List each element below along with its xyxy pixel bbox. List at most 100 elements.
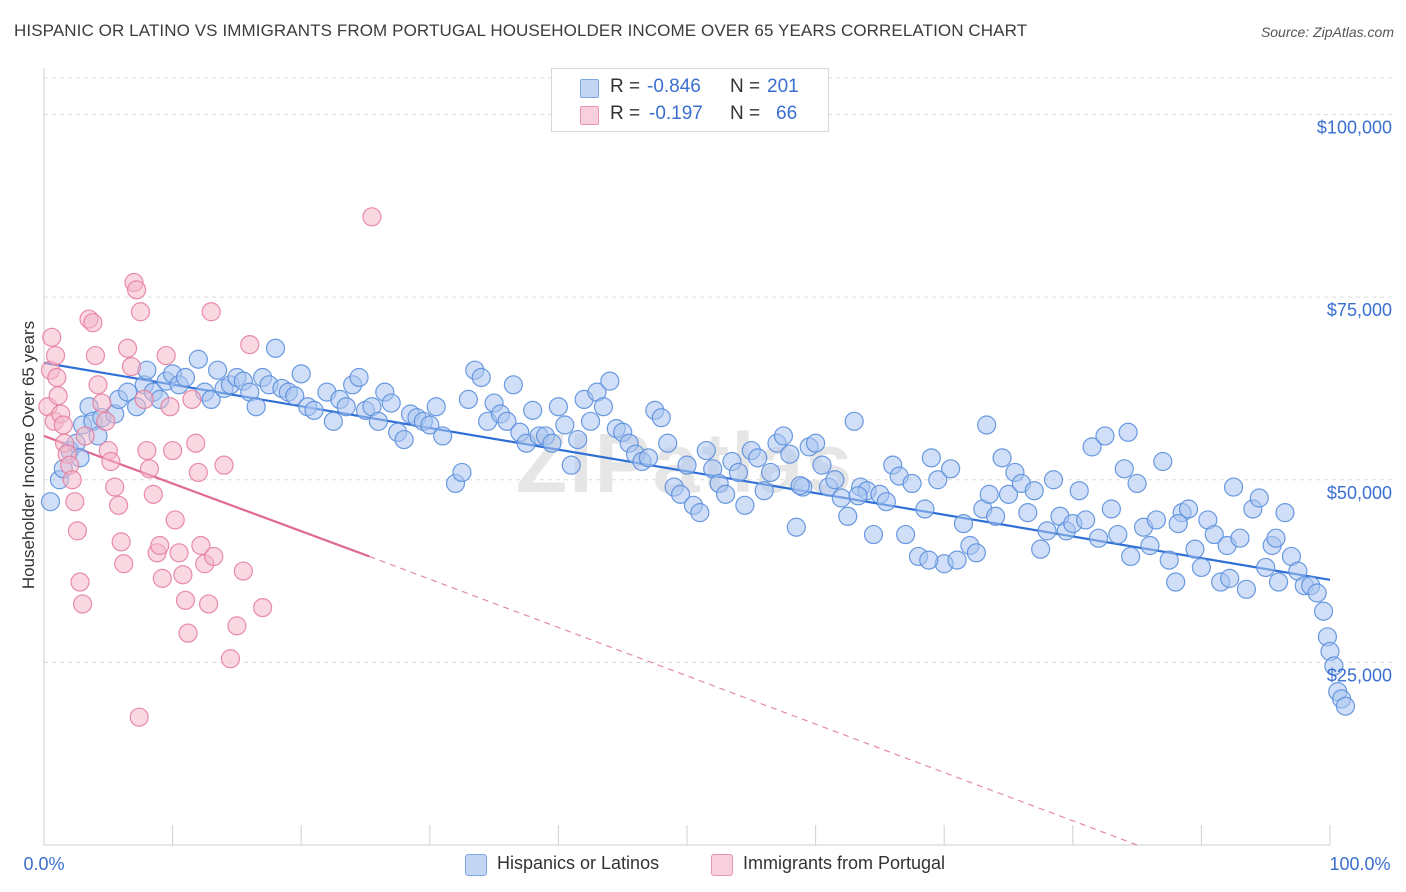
point-portugal <box>175 590 196 610</box>
point-portugal <box>150 535 170 556</box>
point-hispanic <box>1037 521 1057 541</box>
point-hispanic <box>593 397 614 417</box>
point-hispanic <box>561 455 581 475</box>
point-portugal <box>62 470 82 490</box>
n-value: 66 <box>776 103 798 124</box>
point-hispanic <box>1024 481 1044 501</box>
point-hispanic <box>838 506 858 526</box>
point-hispanic <box>658 433 678 453</box>
point-hispanic <box>896 524 916 545</box>
point-hispanic <box>1204 524 1224 545</box>
point-portugal <box>160 397 180 417</box>
trend-line-portugal-extension <box>369 555 1138 846</box>
legend-swatch-hispanic <box>465 854 487 876</box>
point-hispanic <box>433 426 453 446</box>
point-hispanic <box>452 462 472 483</box>
point-hispanic <box>568 429 588 450</box>
point-hispanic <box>780 444 800 464</box>
point-portugal <box>204 546 224 567</box>
stat-row-hispanic: R = -0.846 N = 201 <box>552 73 828 103</box>
source-credit: Source: ZipAtlas.com <box>1260 24 1394 40</box>
point-hispanic <box>1159 550 1179 570</box>
point-hispanic <box>381 393 401 413</box>
point-hispanic <box>670 484 691 504</box>
point-hispanic <box>208 360 228 380</box>
point-hispanic <box>812 455 832 475</box>
tick-labels: $25,000 $50,000 $75,000 $100,000 0.0% 100.0% <box>23 118 1392 874</box>
point-hispanic <box>188 349 208 369</box>
point-hispanic <box>735 495 755 515</box>
point-portugal <box>96 411 116 431</box>
point-portugal <box>85 345 106 366</box>
point-portugal <box>214 455 234 475</box>
r-label: R = <box>610 76 641 97</box>
point-portugal <box>67 521 88 541</box>
point-portugal <box>191 535 211 556</box>
point-hispanic <box>1236 579 1257 599</box>
point-hispanic <box>1178 499 1199 519</box>
point-portugal <box>92 393 112 413</box>
y-tick-label: $25,000 <box>1327 665 1392 685</box>
point-hispanic <box>979 484 999 504</box>
point-hispanic <box>1166 572 1186 592</box>
point-portugal <box>137 440 157 461</box>
point-hispanic <box>638 448 659 468</box>
r-value: -0.197 <box>649 103 703 124</box>
point-portugal <box>105 477 125 497</box>
point-hispanic <box>966 543 986 563</box>
x-tick-label-start: 0.0% <box>23 854 64 874</box>
portugal-swatch <box>580 106 599 125</box>
point-portugal <box>188 462 208 483</box>
point-hispanic <box>1140 535 1160 556</box>
point-portugal <box>83 313 103 333</box>
point-portugal <box>139 459 160 479</box>
point-hispanic <box>1307 583 1327 603</box>
correlation-stats-box: R = -0.846 N = 201 R = -0.197 N = 66 <box>551 68 829 132</box>
point-hispanic <box>555 415 575 435</box>
y-tick-label: $50,000 <box>1327 483 1392 503</box>
point-portugal <box>111 532 131 552</box>
n-label: N = <box>730 103 761 124</box>
point-hispanic <box>1069 481 1089 501</box>
legend-label: Immigrants from Portugal <box>743 853 946 873</box>
legend-swatch-portugal <box>711 854 733 876</box>
legend-label: Hispanics or Latinos <box>497 853 660 873</box>
point-hispanic <box>1031 539 1051 559</box>
point-hispanic <box>1018 503 1038 523</box>
point-portugal <box>233 561 253 581</box>
point-hispanic <box>497 411 517 431</box>
point-portugal <box>152 568 172 588</box>
trend-line-portugal <box>43 434 370 558</box>
point-hispanic <box>863 524 884 545</box>
y-axis-label: Householder Income Over 65 years <box>19 320 38 590</box>
point-hispanic <box>580 411 601 431</box>
point-portugal <box>48 386 68 406</box>
stat-row-portugal: R = -0.197 N = 66 <box>552 100 828 130</box>
point-hispanic <box>902 473 922 494</box>
point-hispanic <box>458 389 478 410</box>
point-hispanic <box>1118 422 1138 442</box>
point-hispanic <box>1121 546 1141 567</box>
point-hispanic <box>760 462 781 483</box>
point-hispanic <box>1266 528 1286 548</box>
legend: Hispanics or Latinos Immigrants from Por… <box>0 852 1406 878</box>
point-hispanic <box>915 499 935 519</box>
point-portugal <box>227 616 247 636</box>
point-portugal <box>199 594 219 614</box>
point-hispanic <box>715 484 736 504</box>
point-hispanic <box>201 389 221 410</box>
point-hispanic <box>548 397 569 417</box>
point-hispanic <box>1223 477 1244 497</box>
point-hispanic <box>651 408 671 428</box>
point-portugal <box>220 649 241 669</box>
point-portugal <box>173 565 193 585</box>
point-portugal <box>240 335 260 355</box>
point-portugal <box>126 280 147 300</box>
point-hispanic <box>304 400 324 420</box>
point-portugal <box>362 207 382 227</box>
point-hispanic <box>265 338 286 358</box>
point-portugal <box>169 543 189 563</box>
point-portugal <box>72 594 93 614</box>
point-portugal <box>70 572 90 592</box>
point-hispanic <box>1146 510 1166 530</box>
